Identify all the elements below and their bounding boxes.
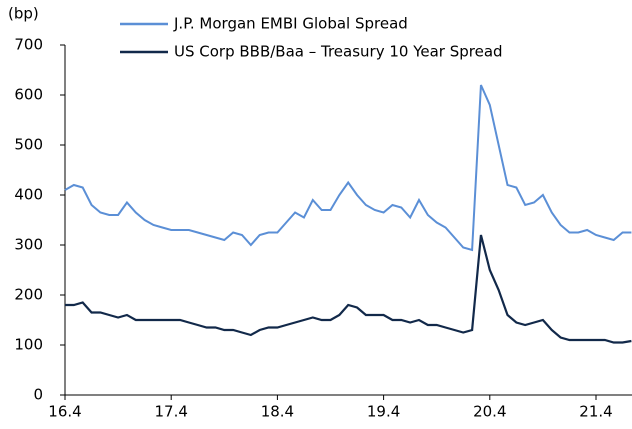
series-line <box>64 84 632 252</box>
legend-label: US Corp BBB/Baa – Treasury 10 Year Sprea… <box>174 43 503 61</box>
y-tick-label: 200 <box>14 286 43 304</box>
x-tick-label: 17.4 <box>154 403 187 421</box>
y-tick-label: 100 <box>14 336 43 354</box>
y-tick-label: 0 <box>33 386 43 404</box>
x-tick-label: 18.4 <box>261 403 294 421</box>
y-tick-label: 400 <box>14 186 43 204</box>
series-line <box>65 234 632 344</box>
x-tick-label: 19.4 <box>367 403 400 421</box>
y-tick-label: 500 <box>14 136 43 154</box>
y-tick-label: 700 <box>14 36 43 54</box>
y-tick-label: 300 <box>14 236 43 254</box>
y-tick-label: 600 <box>14 86 43 104</box>
x-tick-label: 16.4 <box>48 403 81 421</box>
legend-label: J.P. Morgan EMBI Global Spread <box>173 15 408 33</box>
x-tick-label: 20.4 <box>473 403 506 421</box>
x-tick-label: 21.4 <box>579 403 612 421</box>
y-axis-label: (bp) <box>8 5 39 23</box>
